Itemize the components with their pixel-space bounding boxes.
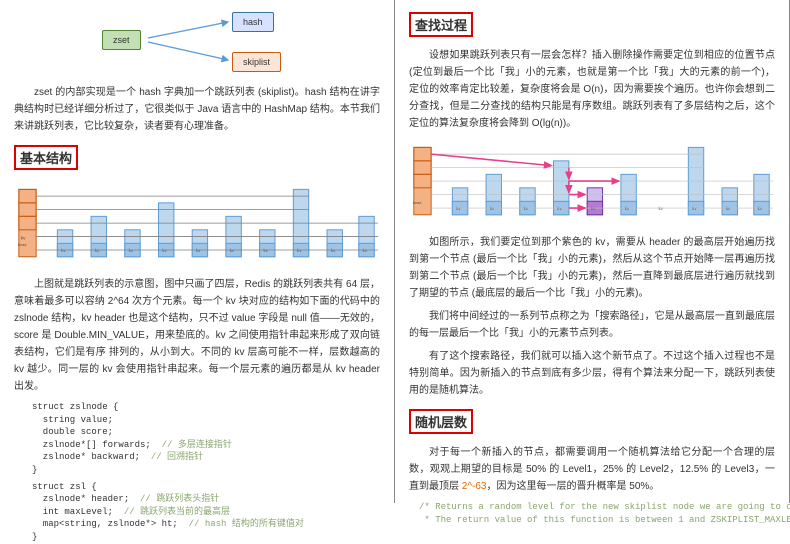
basic-paragraph: 上图就是跳跃列表的示意图，图中只画了四层，Redis 的跳跃列表共有 64 层，… — [14, 276, 380, 395]
svg-text:kv: kv — [658, 206, 663, 211]
search-para4: 有了这个搜索路径，我们就可以插入这个新节点了。不过这个插入过程也不是特别简单。因… — [409, 348, 775, 399]
code-zsl: struct zsl { zslnode* header; // 跳跃列表头指针… — [32, 481, 380, 544]
zset-diagram: zset hash skiplist — [82, 8, 312, 78]
intro-paragraph: zset 的内部实现是一个 hash 字典加一个跳跃列表 (skiplist)。… — [14, 84, 380, 135]
search-para2: 如图所示，我们要定位到那个紫色的 kv，需要从 header 的最高层开始遍历找… — [409, 234, 775, 302]
svg-text:head: head — [413, 201, 422, 205]
search-para3: 我们将中间经过的一系列节点称之为「搜索路径」，它是从最高层一直到最底层的每一层最… — [409, 308, 775, 342]
random-level-title: 随机层数 — [409, 409, 473, 434]
search-para1: 设想如果跳跃列表只有一层会怎样？插入删除操作需要定位到相应的位置节点 (定位到最… — [409, 47, 775, 132]
code-random-comment: /* Returns a random level for the new sk… — [419, 501, 775, 526]
svg-text:head: head — [18, 243, 27, 247]
skiplist-diagram-search: head kvkvkvkvkvkvkvkvkvkv — [409, 138, 775, 228]
skiplist-diagram-basic: kv head kvkvkvkvkvkvkvkvkvkv — [14, 180, 380, 270]
svg-text:kv: kv — [21, 235, 26, 241]
random-para: 对于每一个新插入的节点，都需要调用一个随机算法给它分配一个合理的层数，观观上期望… — [409, 444, 775, 495]
highlight-263: 2^-63 — [462, 481, 487, 492]
basic-structure-title: 基本结构 — [14, 145, 78, 170]
search-process-title: 查找过程 — [409, 12, 473, 37]
right-page: 查找过程 设想如果跳跃列表只有一层会怎样？插入删除操作需要定位到相应的位置节点 … — [395, 0, 790, 503]
diagram-arrows — [82, 8, 312, 78]
left-page: zset hash skiplist zset 的内部实现是一个 hash 字典… — [0, 0, 395, 503]
code-zslnode: struct zslnode { string value; double sc… — [32, 401, 380, 477]
